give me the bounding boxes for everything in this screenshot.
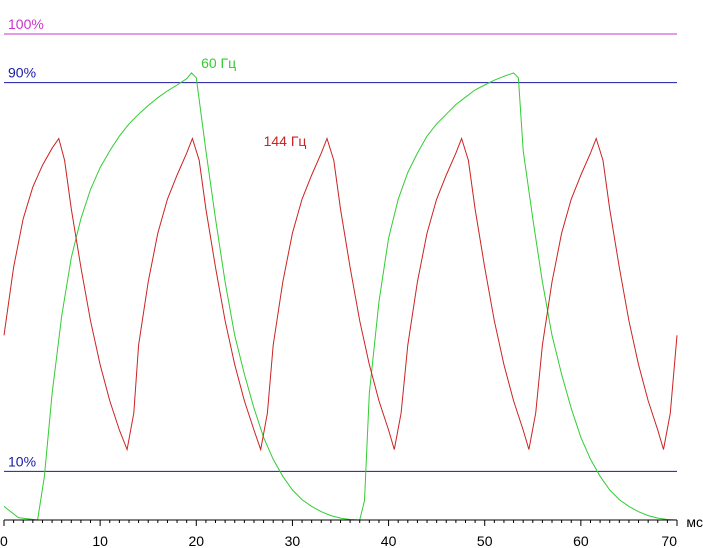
x-axis-title: мс [686, 514, 703, 530]
x-tick-label: 30 [285, 533, 301, 548]
x-tick-label: 20 [188, 533, 204, 548]
x-tick-label: 70 [661, 533, 677, 548]
x-tick-label: 40 [381, 533, 397, 548]
reference-lines: 100% 90% 10% [4, 16, 677, 472]
x-tick-label: 60 [573, 533, 589, 548]
series-label-0: 60 Гц [201, 55, 236, 71]
reference-label-1: 90% [8, 65, 36, 81]
x-tick-label: 10 [92, 533, 108, 548]
x-tick-label: 50 [477, 533, 493, 548]
reference-label-2: 10% [8, 453, 36, 469]
x-axis: 0 10 20 30 40 50 60 70 мс [0, 514, 703, 548]
series-line-0 [3, 72, 678, 521]
series-label-1: 144 Гц [264, 133, 307, 149]
x-tick-label: 0 [0, 533, 8, 548]
series-line-1 [3, 136, 678, 452]
reference-label-0: 100% [8, 16, 44, 32]
series-lines: 60 Гц 144 Гц [3, 55, 678, 521]
